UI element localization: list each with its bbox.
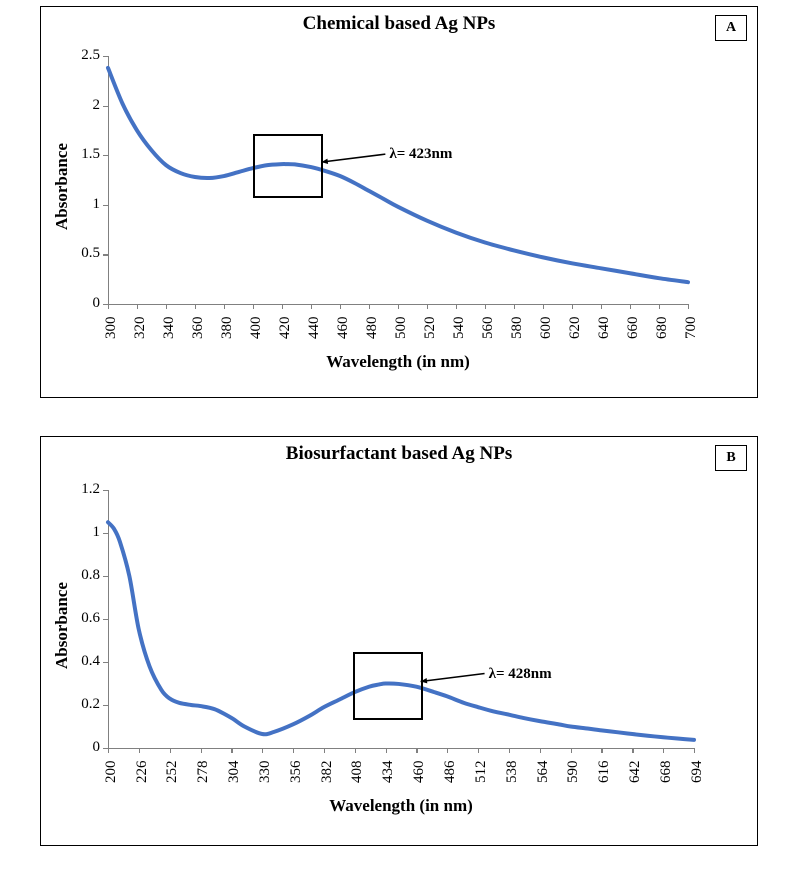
- peak-label: λ= 428nm: [489, 666, 552, 683]
- peak-arrow: [0, 0, 794, 874]
